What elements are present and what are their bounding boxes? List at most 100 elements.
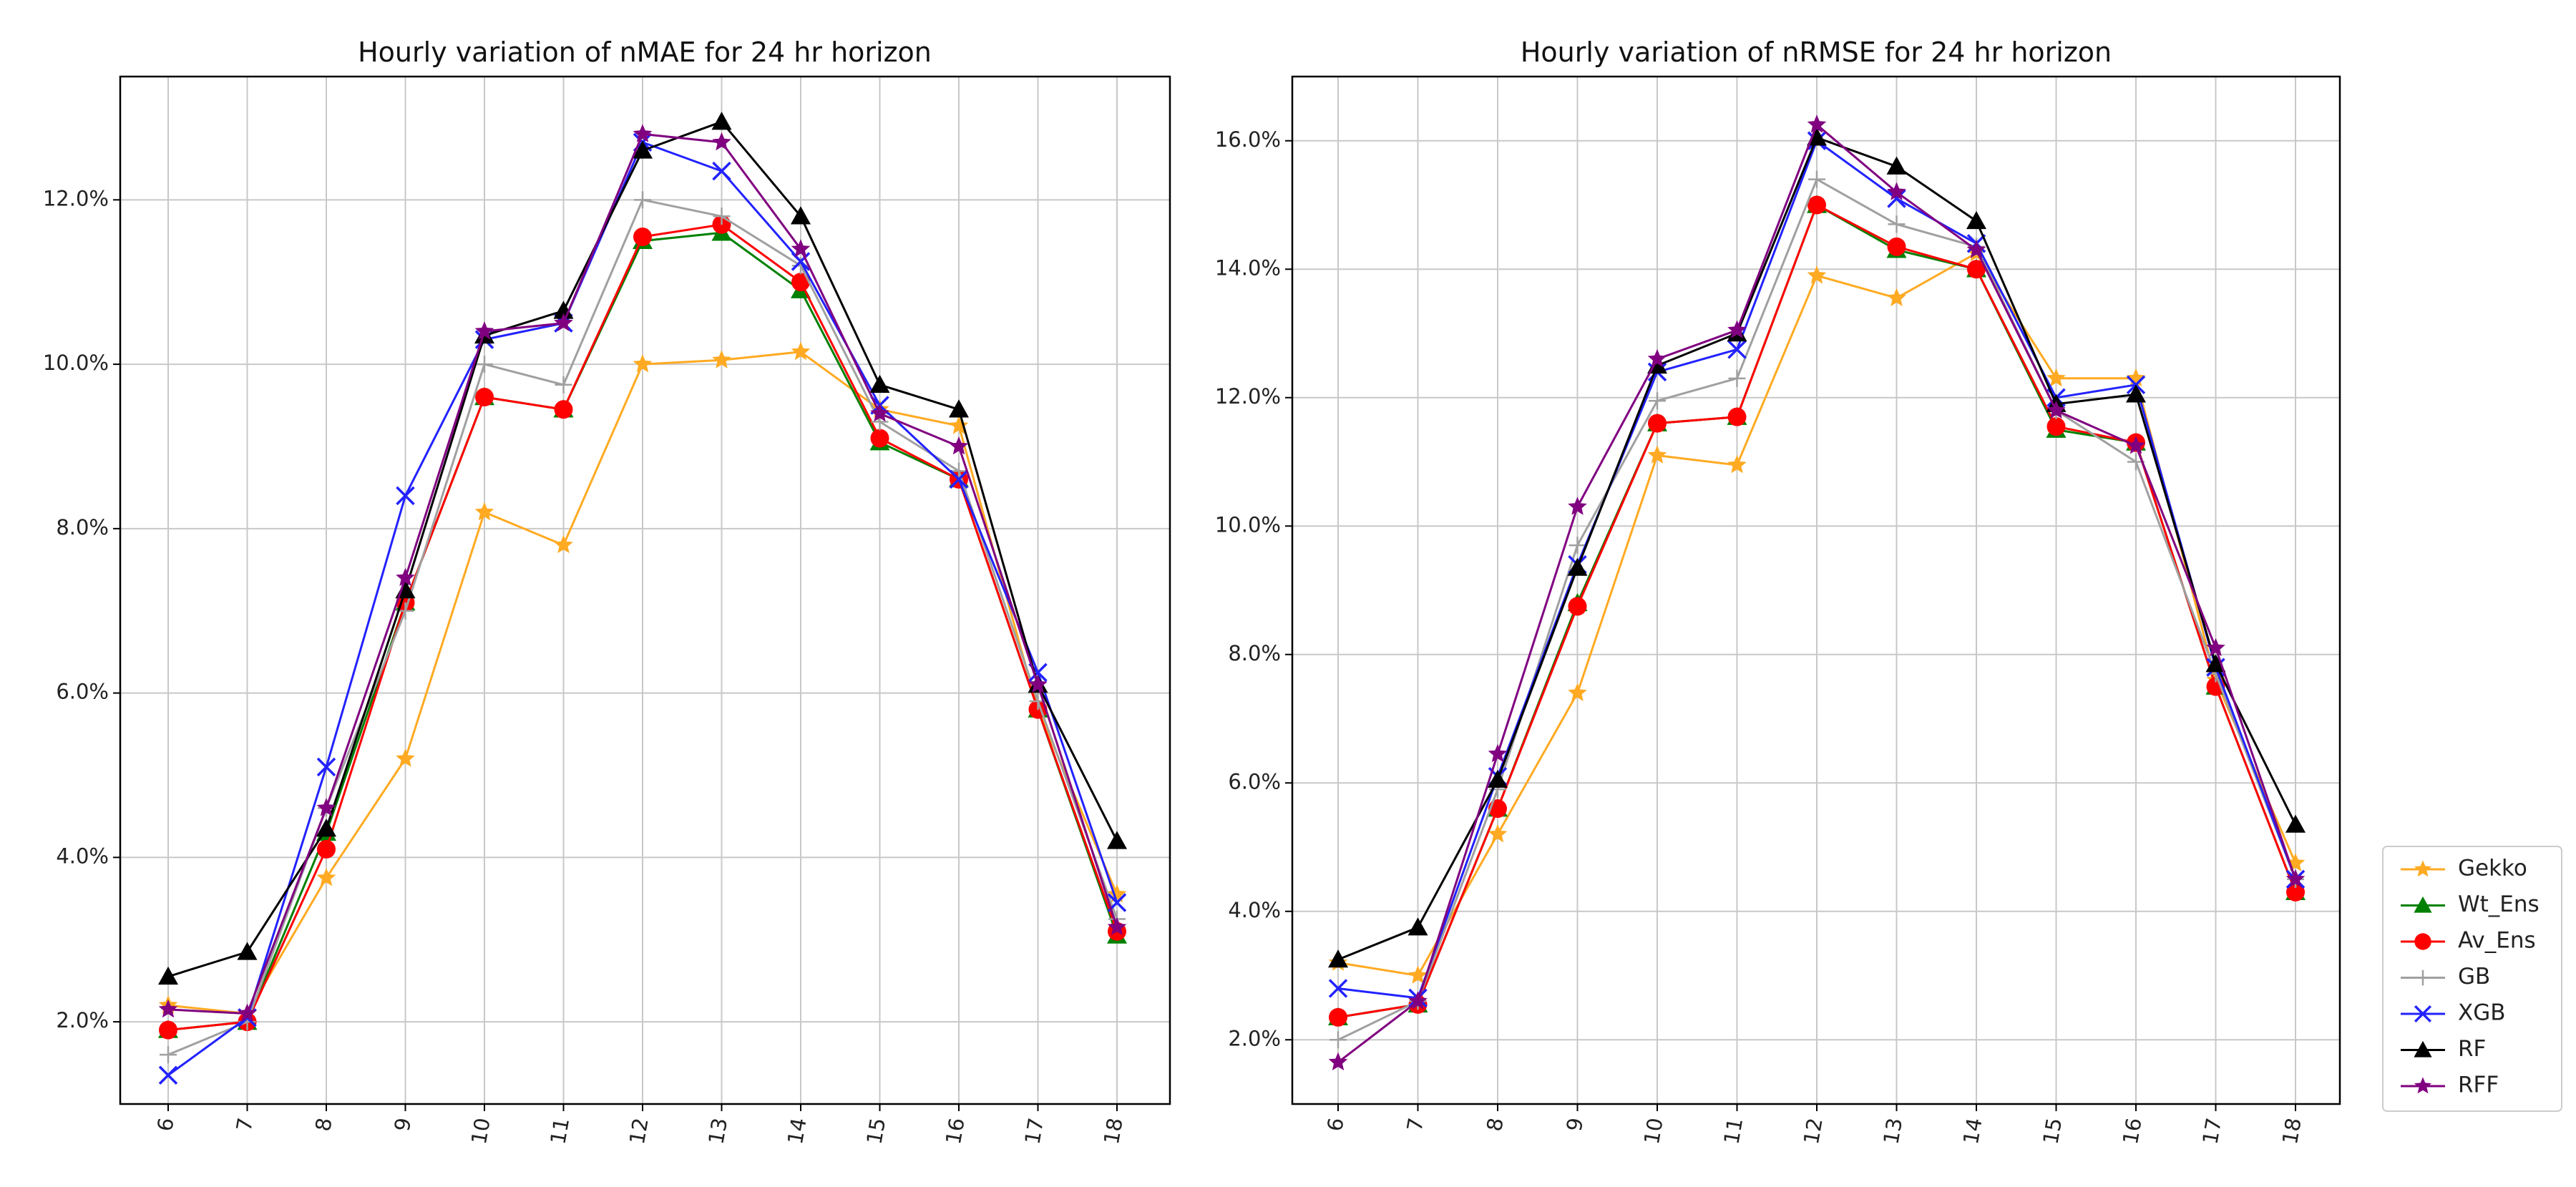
x-tick-label: 14 xyxy=(783,1116,811,1146)
data-point-rff xyxy=(1568,497,1587,515)
x-tick-label: 16 xyxy=(941,1116,970,1146)
legend-marker-gb xyxy=(2415,969,2431,986)
data-point-gb xyxy=(1888,215,1906,233)
chart-title: Hourly variation of nMAE for 24 hr horiz… xyxy=(358,36,932,68)
data-point-xgb xyxy=(791,252,811,271)
data-point-gb xyxy=(1808,170,1825,188)
data-point-rf xyxy=(158,966,178,985)
series-rf xyxy=(158,112,1127,985)
axes: 6 7 8 9 10 11 12 13 14 15 16 17 182.0%4.0%6.0%8.0%10… xyxy=(1215,127,2306,1146)
legend-label: Av_Ens xyxy=(2458,928,2536,954)
y-tick-label: 8.0% xyxy=(56,515,109,539)
data-point-rf xyxy=(1107,831,1127,849)
x-tick-label: 17 xyxy=(2197,1116,2226,1146)
data-point-gb xyxy=(1728,369,1746,387)
nmae-chart: Hourly variation of nMAE for 24 hr horiz… xyxy=(43,36,1171,1146)
x-tick-label: 10 xyxy=(467,1116,495,1146)
x-tick-label: 12 xyxy=(1799,1116,1828,1146)
series-rff xyxy=(1328,114,2306,1070)
data-point-rf xyxy=(1328,949,1348,968)
y-tick-label: 4.0% xyxy=(1228,898,1281,922)
data-point-xgb xyxy=(1328,979,1348,998)
legend: Gekko Wt_Ens Av_Ens GB XGB RF RFF xyxy=(2382,846,2562,1112)
data-point-gekko xyxy=(1647,445,1667,464)
data-point-rf xyxy=(949,399,969,418)
y-tick-label: 16.0% xyxy=(1215,127,1281,152)
legend-label: RFF xyxy=(2458,1073,2499,1098)
data-point-av-ens xyxy=(2046,417,2066,436)
data-point-gb xyxy=(1568,537,1586,555)
legend-marker-wt-ens xyxy=(2414,896,2432,913)
data-point-rff xyxy=(712,132,731,151)
y-tick-label: 2.0% xyxy=(1228,1026,1281,1050)
legend-marker-rff xyxy=(2414,1077,2431,1094)
data-point-rf xyxy=(1966,210,1986,230)
nrmse-chart: Hourly variation of nRMSE for 24 hr hori… xyxy=(1215,36,2341,1146)
legend-item-rf: RF xyxy=(2401,1036,2486,1062)
x-tick-label: 11 xyxy=(1719,1116,1747,1146)
data-point-rff xyxy=(1966,240,1986,258)
data-point-xgb xyxy=(949,469,969,489)
data-point-gb xyxy=(713,207,731,225)
data-point-gb xyxy=(476,356,493,373)
data-point-gb xyxy=(160,1046,177,1064)
data-point-rff xyxy=(474,321,494,340)
data-point-rf xyxy=(2285,814,2306,833)
data-point-av-ens xyxy=(317,839,336,859)
data-point-rff xyxy=(554,313,573,331)
plot-frame xyxy=(119,75,1171,1105)
data-point-rf xyxy=(553,301,574,319)
data-point-rf xyxy=(711,112,732,130)
data-point-rff xyxy=(2126,436,2146,454)
data-point-rff xyxy=(316,798,336,816)
x-tick-label: 12 xyxy=(625,1116,653,1146)
data-point-rff xyxy=(2285,869,2306,888)
data-point-gb xyxy=(1330,1031,1347,1049)
data-point-gekko xyxy=(2126,368,2146,387)
data-point-rff xyxy=(791,239,811,258)
data-point-av-ens xyxy=(1727,407,1747,426)
y-tick-label: 14.0% xyxy=(1215,255,1281,280)
data-point-gekko xyxy=(474,502,494,521)
y-tick-label: 8.0% xyxy=(1228,641,1281,665)
data-point-xgb xyxy=(1887,189,1906,208)
data-point-rf xyxy=(791,206,811,225)
x-tick-label: 15 xyxy=(2038,1116,2067,1146)
data-point-gekko xyxy=(1727,455,1747,474)
data-point-rf xyxy=(1567,557,1588,576)
data-point-gekko xyxy=(712,350,731,368)
legend-marker-xgb xyxy=(2414,1005,2432,1023)
legend-marker-av-ens xyxy=(2414,933,2431,950)
data-point-xgb xyxy=(158,1065,178,1085)
x-tick-label: 14 xyxy=(1958,1116,1987,1146)
data-point-av-ens xyxy=(1568,597,1587,616)
data-point-av-ens xyxy=(1887,237,1906,256)
legend-item-wt-ens: Wt_Ens xyxy=(2401,892,2540,917)
legend-label: Wt_Ens xyxy=(2458,892,2540,917)
y-tick-label: 2.0% xyxy=(56,1008,109,1032)
series-layer xyxy=(1328,114,2306,1070)
data-point-gekko xyxy=(1807,265,1827,284)
data-point-rff xyxy=(1647,348,1667,368)
data-point-gekko xyxy=(396,748,415,767)
y-tick-label: 6.0% xyxy=(1228,769,1281,793)
data-point-rf xyxy=(316,819,336,837)
axes: 6 7 8 9 10 11 12 13 14 15 16 17 182.0%4.0%6.0%8.0%10… xyxy=(43,186,1128,1146)
y-tick-label: 4.0% xyxy=(56,844,109,868)
x-tick-label: 11 xyxy=(545,1116,574,1146)
data-point-rff xyxy=(1107,917,1127,936)
data-point-av-ens xyxy=(159,1020,177,1040)
data-point-av-ens xyxy=(1329,1007,1347,1027)
data-point-gb xyxy=(1649,392,1666,410)
x-tick-label: 13 xyxy=(703,1116,732,1146)
legend-label: RF xyxy=(2458,1036,2486,1062)
data-point-xgb xyxy=(1727,340,1747,359)
data-point-rff xyxy=(238,1003,257,1022)
x-tick-label: 18 xyxy=(1099,1116,1128,1146)
y-tick-label: 10.0% xyxy=(43,351,109,375)
data-point-gekko xyxy=(791,341,811,361)
legend-item-xgb: XGB xyxy=(2401,1000,2506,1026)
data-point-rf xyxy=(2205,654,2226,673)
